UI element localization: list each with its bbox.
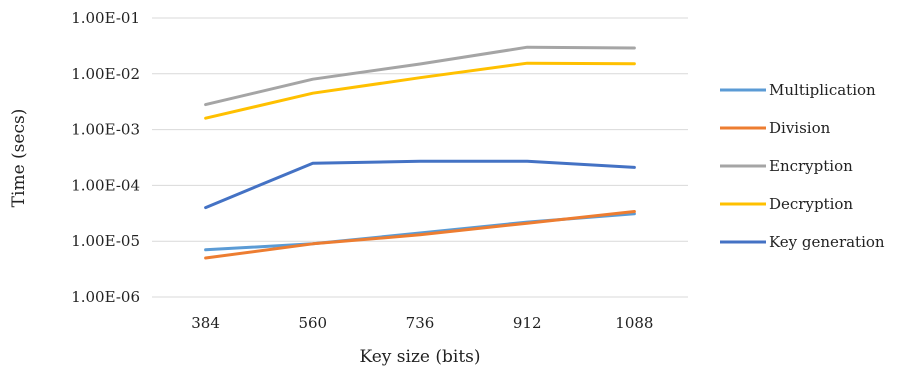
y-axis-label: Time (secs): [9, 109, 29, 208]
x-tick-label: 560: [298, 314, 327, 332]
y-tick-label: 1.00E-04: [71, 176, 140, 194]
series-line: [204, 210, 636, 260]
x-tick-label: 384: [191, 314, 220, 332]
legend-label: Key generation: [769, 233, 885, 251]
legend-label: Division: [769, 119, 831, 137]
x-tick-label: 1088: [615, 314, 653, 332]
legend-label: Multiplication: [769, 81, 876, 99]
x-tick-label: 736: [406, 314, 435, 332]
x-tick-label: 912: [513, 314, 542, 332]
y-tick-label: 1.00E-02: [71, 65, 140, 83]
y-tick-label: 1.00E-06: [71, 288, 140, 306]
legend-label: Decryption: [769, 195, 853, 213]
y-tick-label: 1.00E-03: [71, 121, 140, 139]
y-tick-labels: 1.00E-06 1.00E-05 1.00E-04 1.00E-03 1.00E-02…: [71, 9, 140, 306]
y-tick-label: 1.00E-05: [71, 232, 140, 250]
series-line: [204, 61, 636, 120]
x-tick-labels: 384 560 736 912 1088: [191, 314, 653, 332]
legend-label: Encryption: [769, 157, 853, 175]
series-line: [204, 45, 636, 107]
y-tick-label: 1.00E-01: [71, 9, 140, 27]
legend: Multiplication Division Encryption Decrypti…: [720, 81, 885, 251]
x-axis-label: Key size (bits): [359, 347, 480, 367]
grid-lines: [152, 17, 688, 298]
series-lines: [204, 45, 636, 260]
series-line: [204, 159, 636, 210]
